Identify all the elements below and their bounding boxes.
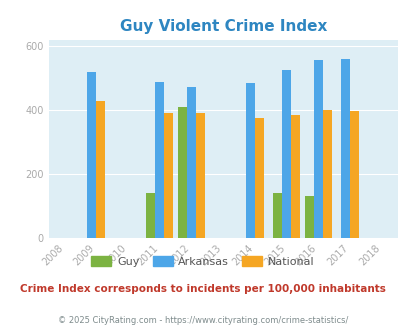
Bar (178, 107, 187, 238)
Bar (341, 59, 350, 238)
Bar (281, 70, 290, 238)
Bar (146, 193, 155, 238)
Bar (273, 193, 281, 238)
Bar (87, 72, 96, 238)
Bar (164, 113, 173, 238)
Bar (155, 82, 164, 238)
Bar (196, 113, 205, 238)
Bar (322, 110, 331, 238)
Bar (254, 118, 263, 238)
Bar (305, 196, 313, 238)
Bar (290, 115, 299, 238)
Bar (350, 112, 358, 238)
Text: Crime Index corresponds to incidents per 100,000 inhabitants: Crime Index corresponds to incidents per… (20, 284, 385, 294)
Bar (187, 87, 196, 238)
Bar (313, 60, 322, 238)
Title: Guy Violent Crime Index: Guy Violent Crime Index (119, 19, 326, 34)
Bar (96, 101, 105, 238)
Text: © 2025 CityRating.com - https://www.cityrating.com/crime-statistics/: © 2025 CityRating.com - https://www.city… (58, 316, 347, 325)
Bar (245, 83, 254, 238)
Legend: Guy, Arkansas, National: Guy, Arkansas, National (87, 251, 318, 271)
